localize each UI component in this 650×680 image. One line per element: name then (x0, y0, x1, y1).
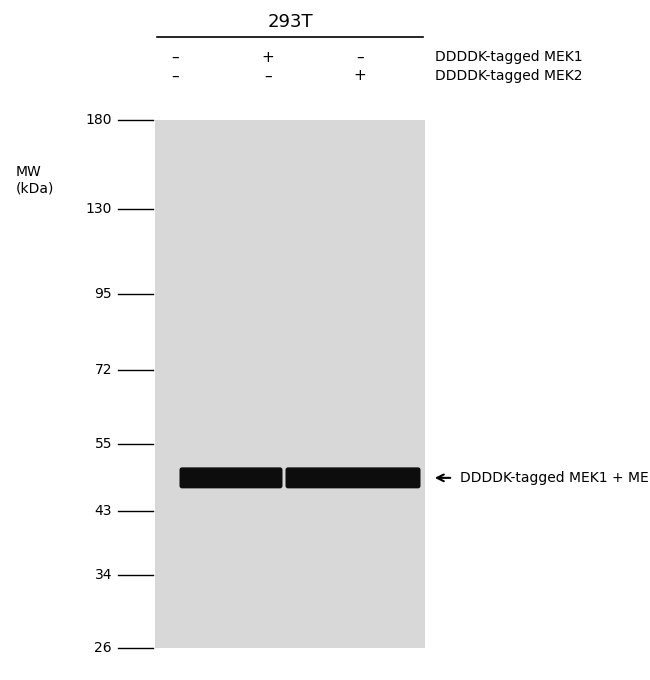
Text: 180: 180 (86, 113, 112, 127)
Text: DDDDK-tagged MEK2: DDDDK-tagged MEK2 (435, 69, 582, 83)
Text: 26: 26 (94, 641, 112, 655)
Text: 130: 130 (86, 202, 112, 216)
Text: –: – (356, 50, 364, 65)
Text: MW
(kDa): MW (kDa) (16, 165, 54, 195)
Text: +: + (354, 69, 367, 84)
Text: 293T: 293T (267, 13, 313, 31)
Text: DDDDK-tagged MEK1: DDDDK-tagged MEK1 (435, 50, 582, 64)
FancyBboxPatch shape (179, 467, 283, 488)
Text: DDDDK-tagged MEK1 + MEK2: DDDDK-tagged MEK1 + MEK2 (460, 471, 650, 485)
Text: –: – (171, 50, 179, 65)
FancyBboxPatch shape (285, 467, 421, 488)
Text: 55: 55 (94, 437, 112, 451)
Text: 43: 43 (94, 504, 112, 517)
Text: –: – (264, 69, 272, 84)
Text: 72: 72 (94, 363, 112, 377)
Text: 34: 34 (94, 568, 112, 582)
Text: 95: 95 (94, 288, 112, 301)
Bar (155, 120, 425, 648)
Text: –: – (171, 69, 179, 84)
Text: +: + (261, 50, 274, 65)
